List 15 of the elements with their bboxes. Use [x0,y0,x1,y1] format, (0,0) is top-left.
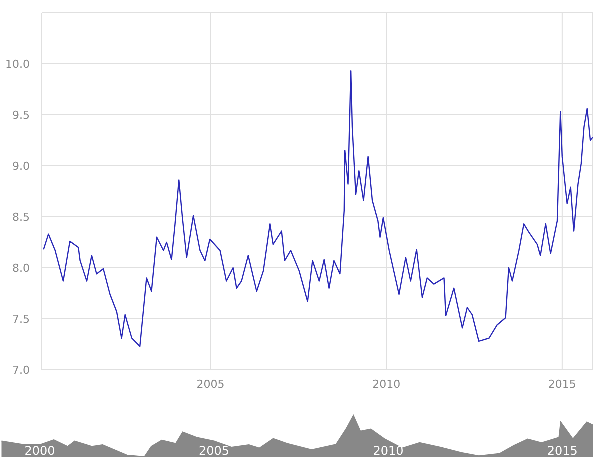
x-tick-label: 2000 [24,444,56,458]
x-tick-label: 2015 [548,378,576,391]
y-tick-label: 7.5 [12,313,30,326]
x-tick-label: 2010 [372,378,401,391]
x-tick-label: 2015 [547,444,578,458]
x-tick-label: 2005 [199,444,230,458]
y-tick-label: 9.0 [12,160,30,173]
y-tick-label: 8.0 [12,262,30,275]
y-tick-label: 10.0 [6,58,30,71]
y-tick-label: 8.5 [12,211,30,224]
x-tick-label: 2005 [196,378,225,391]
x-tick-label: 2010 [373,444,404,458]
line-series [43,70,593,348]
y-tick-label: 9.5 [12,109,30,122]
y-tick-label: 7.0 [12,364,30,377]
